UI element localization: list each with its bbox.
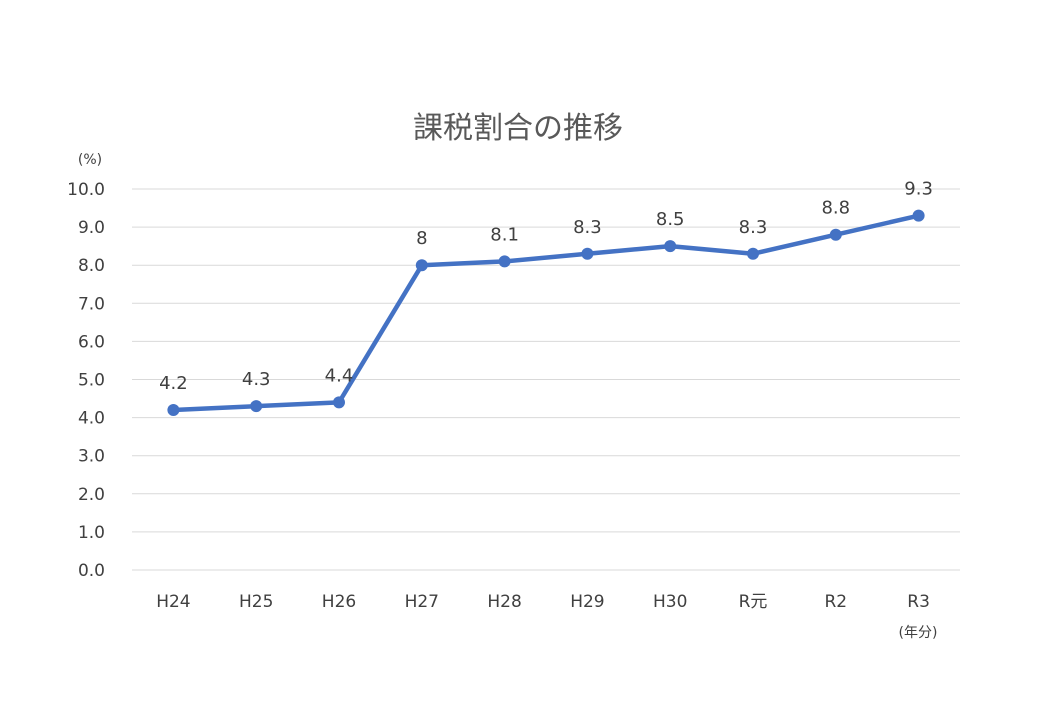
x-tick-label: H24 — [156, 592, 190, 612]
x-tick-label: H30 — [653, 592, 687, 612]
x-axis-ticks: H24 H25 H26 H27 H28 H29 H30 R元 R2 R3 — [156, 592, 930, 612]
data-label: 4.2 — [159, 373, 188, 394]
x-tick-label: H27 — [405, 592, 439, 612]
data-labels: 4.2 4.3 4.4 8 8.1 8.3 8.5 8.3 8.8 9.3 — [159, 179, 933, 394]
data-point — [581, 247, 594, 260]
data-label: 8.3 — [739, 217, 768, 238]
x-tick-label: H26 — [322, 592, 356, 612]
chart-title: 課税割合の推移 — [413, 111, 623, 146]
x-tick-label: R3 — [907, 592, 930, 612]
series-layer — [167, 209, 925, 416]
series-line — [171, 213, 921, 413]
y-tick-label: 10.0 — [67, 180, 105, 200]
x-tick-label: H25 — [239, 592, 273, 612]
y-tick-label: 6.0 — [78, 332, 105, 352]
y-tick-label: 3.0 — [78, 447, 105, 467]
x-axis-unit-label: (年分) — [899, 625, 938, 641]
y-tick-label: 1.0 — [78, 523, 105, 543]
y-tick-label: 4.0 — [78, 409, 105, 429]
y-tick-label: 8.0 — [78, 256, 105, 276]
data-point — [250, 400, 263, 413]
x-tick-label: R元 — [739, 592, 768, 612]
data-label: 8.5 — [656, 209, 685, 230]
y-tick-label: 5.0 — [78, 371, 105, 391]
data-point — [747, 247, 759, 260]
y-axis-unit-label: (%) — [78, 152, 102, 168]
x-tick-label: H29 — [570, 592, 604, 612]
x-tick-label: R2 — [824, 592, 847, 612]
y-tick-label: 0.0 — [78, 561, 105, 581]
data-point — [333, 396, 345, 409]
data-label: 8.3 — [573, 217, 602, 238]
data-label: 9.3 — [904, 179, 933, 200]
y-axis-ticks: 0.0 1.0 2.0 3.0 4.0 5.0 6.0 7.0 8.0 9.0 10.0 — [67, 180, 105, 581]
data-label: 8 — [416, 228, 427, 249]
data-label: 8.1 — [490, 224, 519, 245]
y-tick-label: 9.0 — [78, 218, 105, 238]
data-point — [167, 403, 180, 416]
data-point — [415, 259, 428, 272]
data-point — [664, 240, 677, 253]
data-label: 4.3 — [242, 369, 271, 390]
gridlines — [132, 188, 960, 571]
data-point — [829, 228, 842, 241]
data-label: 4.4 — [325, 365, 354, 386]
y-tick-label: 2.0 — [78, 485, 105, 505]
data-point — [498, 255, 511, 268]
y-tick-label: 7.0 — [78, 294, 105, 314]
x-tick-label: H28 — [487, 592, 521, 612]
data-point — [912, 209, 925, 222]
data-label: 8.8 — [821, 198, 850, 219]
